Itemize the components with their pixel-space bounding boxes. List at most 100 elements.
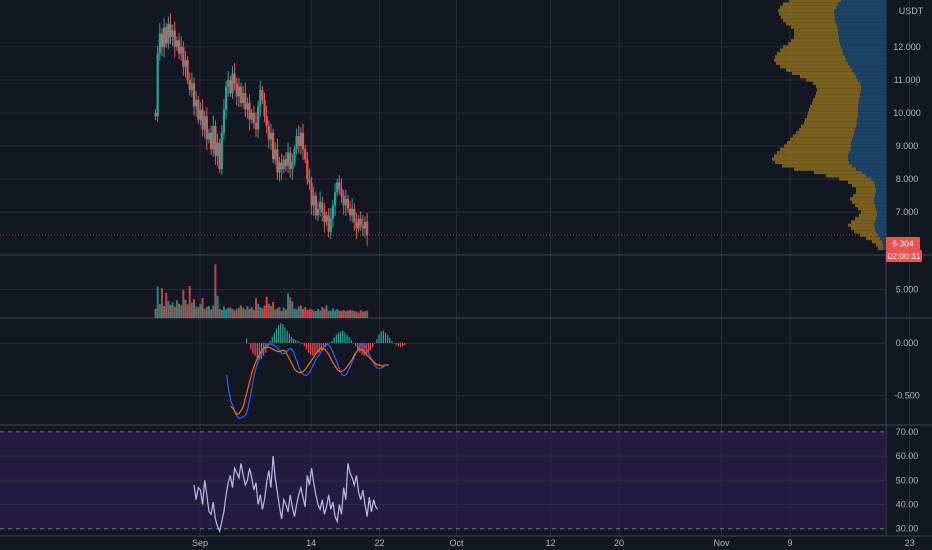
volume-bar[interactable] [340, 311, 343, 318]
candle-body[interactable] [336, 182, 339, 193]
volume-bar[interactable] [197, 307, 200, 318]
rsi-pane[interactable] [0, 431, 886, 534]
volume-bar[interactable] [278, 307, 281, 318]
candle-body[interactable] [171, 30, 174, 38]
volume-bar[interactable] [169, 304, 172, 318]
volume-bar[interactable] [231, 308, 234, 318]
candle-body[interactable] [267, 126, 270, 140]
volume-bar[interactable] [188, 286, 191, 318]
candle-body[interactable] [280, 162, 283, 170]
macd-histogram-bar[interactable] [290, 336, 293, 344]
candle-body[interactable] [293, 149, 296, 163]
macd-histogram-bar[interactable] [378, 334, 380, 344]
volume-bar[interactable] [203, 308, 206, 318]
macd-histogram-bar[interactable] [320, 343, 322, 352]
candle-body[interactable] [184, 60, 187, 67]
volume-bar[interactable] [316, 308, 319, 318]
candle-body[interactable] [308, 179, 311, 183]
macd-histogram-bar[interactable] [269, 341, 271, 344]
volume-bar[interactable] [312, 310, 315, 318]
macd-histogram-bar[interactable] [337, 332, 340, 344]
candle-body[interactable] [229, 79, 232, 94]
candle-body[interactable] [248, 103, 251, 120]
macd-histogram-bar[interactable] [256, 343, 258, 358]
macd-histogram-bar[interactable] [271, 336, 273, 344]
candle-body[interactable] [344, 198, 347, 206]
candle-body[interactable] [301, 132, 305, 150]
macd-histogram-bar[interactable] [254, 343, 256, 356]
volume-bar[interactable] [257, 303, 260, 318]
volume-bar[interactable] [338, 310, 341, 318]
candle-body[interactable] [252, 112, 255, 123]
candle-body[interactable] [210, 132, 213, 150]
volume-bar[interactable] [154, 308, 157, 318]
macd-histogram-bar[interactable] [344, 332, 346, 344]
volume-bar[interactable] [289, 297, 292, 318]
volume-bar[interactable] [291, 301, 294, 318]
volume-bar[interactable] [306, 310, 309, 318]
macd-histogram-bar[interactable] [329, 343, 331, 344]
volume-bar[interactable] [323, 308, 326, 318]
candle-body[interactable] [195, 99, 198, 107]
macd-histogram-bar[interactable] [322, 343, 325, 350]
candle-body[interactable] [272, 132, 275, 160]
macd-histogram-bar[interactable] [387, 334, 389, 344]
volume-bar[interactable] [246, 306, 249, 318]
candle-body[interactable] [227, 79, 230, 87]
macd-histogram-bar[interactable] [278, 325, 280, 344]
candle-body[interactable] [192, 83, 196, 107]
candle-body[interactable] [353, 208, 356, 222]
volume-bar[interactable] [276, 308, 279, 318]
candle-body[interactable] [333, 192, 337, 206]
candle-body[interactable] [325, 215, 328, 222]
candle-body[interactable] [235, 83, 238, 97]
macd-histogram-bar[interactable] [359, 343, 361, 353]
candle-body[interactable] [291, 162, 294, 170]
candle-body[interactable] [359, 218, 362, 226]
candle-body[interactable] [314, 195, 317, 216]
macd-histogram-bar[interactable] [404, 343, 406, 346]
volume-bar[interactable] [165, 292, 168, 318]
volume-bar[interactable] [359, 310, 362, 318]
volume-bar[interactable] [297, 306, 300, 318]
macd-histogram-bar[interactable] [352, 343, 355, 344]
volume-bar[interactable] [334, 310, 337, 318]
macd-histogram-bar[interactable] [354, 343, 357, 347]
candlestick-series[interactable] [154, 13, 369, 246]
volume-bar[interactable] [156, 286, 159, 318]
candle-body[interactable] [299, 132, 302, 147]
macd-histogram-bar[interactable] [312, 343, 314, 356]
candle-body[interactable] [165, 27, 168, 44]
volume-bar[interactable] [195, 306, 198, 318]
candle-body[interactable] [173, 30, 176, 47]
macd-histogram-bar[interactable] [248, 343, 250, 344]
candle-body[interactable] [361, 225, 364, 229]
volume-bar[interactable] [353, 311, 356, 318]
macd-histogram-bar[interactable] [395, 343, 397, 346]
candle-body[interactable] [177, 40, 181, 54]
candle-body[interactable] [201, 109, 204, 130]
volume-bar[interactable] [186, 304, 189, 318]
candle-body[interactable] [242, 93, 245, 104]
macd-histogram-bar[interactable] [292, 338, 295, 344]
volume-bar[interactable] [248, 308, 251, 318]
volume-bar[interactable] [242, 307, 245, 318]
candle-body[interactable] [158, 33, 161, 54]
macd-histogram-bar[interactable] [342, 330, 344, 344]
candle-body[interactable] [351, 208, 354, 216]
volume-bar[interactable] [252, 310, 255, 318]
candle-body[interactable] [338, 182, 341, 189]
candle-body[interactable] [216, 142, 219, 156]
volume-bar[interactable] [201, 298, 204, 318]
volume-bar[interactable] [269, 306, 272, 318]
volume-bar[interactable] [178, 303, 181, 318]
macd-histogram-bar[interactable] [376, 338, 378, 344]
candle-body[interactable] [316, 208, 320, 216]
rsi-line[interactable] [193, 456, 379, 534]
volume-bar[interactable] [193, 299, 196, 318]
candle-body[interactable] [180, 46, 183, 54]
macd-histogram-bar[interactable] [361, 343, 363, 355]
macd-histogram-bar[interactable] [318, 343, 320, 353]
macd-histogram-bar[interactable] [299, 342, 301, 344]
candle-body[interactable] [222, 109, 226, 133]
